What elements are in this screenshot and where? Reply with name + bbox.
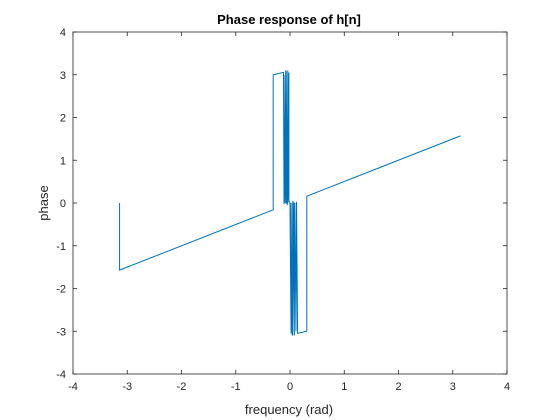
x-axis-label: frequency (rad) bbox=[245, 402, 333, 417]
x-tick-label: 2 bbox=[395, 381, 401, 393]
x-tick-label: -2 bbox=[177, 381, 187, 393]
x-tick-label: 1 bbox=[341, 381, 347, 393]
y-tick-label: 4 bbox=[60, 27, 66, 39]
y-tick-label: 0 bbox=[60, 198, 66, 210]
y-tick-label: -4 bbox=[56, 369, 66, 381]
x-tick-label: 0 bbox=[287, 381, 293, 393]
series-line-1 bbox=[119, 70, 461, 336]
y-axis-ticks: -4 -3 -2 -1 0 1 2 3 4 bbox=[56, 27, 507, 381]
y-axis-label: phase bbox=[36, 185, 51, 220]
y-tick-label: -2 bbox=[56, 284, 66, 296]
y-tick-label: 3 bbox=[60, 70, 66, 82]
y-tick-label: 1 bbox=[60, 155, 66, 167]
x-tick-label: 3 bbox=[450, 381, 456, 393]
x-tick-label: -1 bbox=[231, 381, 241, 393]
y-tick-label: -1 bbox=[56, 241, 66, 253]
y-tick-label: 2 bbox=[60, 113, 66, 125]
y-tick-label: -3 bbox=[56, 326, 66, 338]
x-tick-label: 4 bbox=[504, 381, 510, 393]
x-axis-ticks: -4 -3 -2 -1 0 1 2 3 4 bbox=[68, 32, 510, 393]
x-tick-label: -4 bbox=[68, 381, 78, 393]
x-tick-label: -3 bbox=[122, 381, 132, 393]
chart-title: Phase response of h[n] bbox=[217, 12, 361, 27]
